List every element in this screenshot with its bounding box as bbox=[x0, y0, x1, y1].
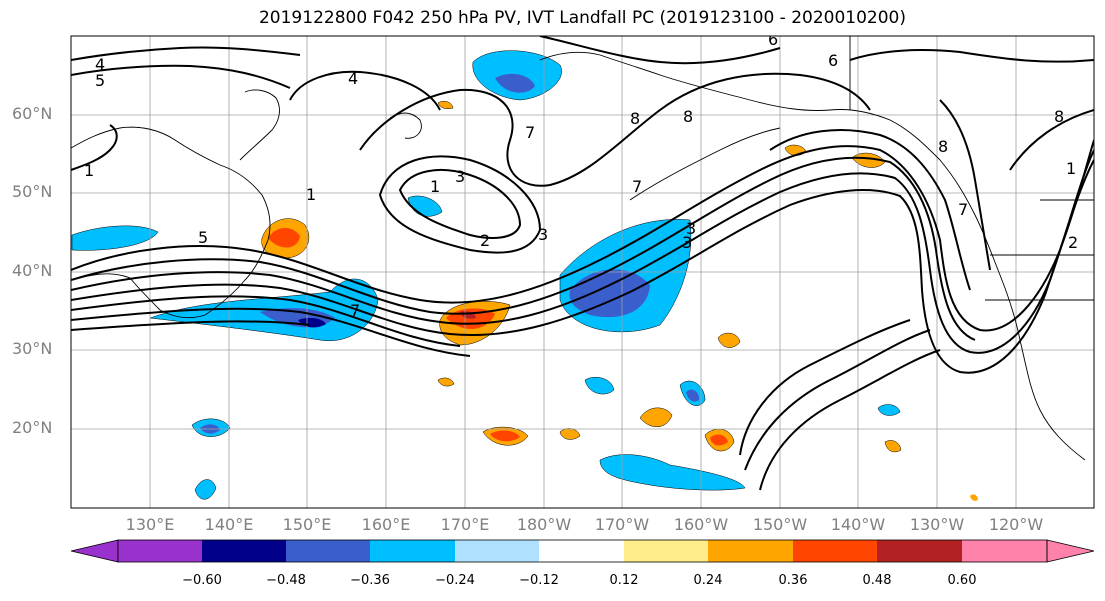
lon-label: 150°W bbox=[752, 515, 808, 534]
lat-label: 60°N bbox=[12, 104, 53, 123]
lat-label: 30°N bbox=[12, 339, 53, 358]
colorbar-tick-label: −0.24 bbox=[435, 573, 475, 588]
contour-label: 6 bbox=[828, 51, 838, 70]
contour-label: 3 bbox=[686, 219, 696, 238]
lon-label: 150°E bbox=[282, 515, 332, 534]
contour-label: 7 bbox=[350, 301, 360, 320]
contour-label: 1 bbox=[1066, 159, 1076, 178]
colorbar-tick-label: 0.36 bbox=[778, 573, 808, 588]
map-frame bbox=[70, 35, 1095, 509]
colorbar-tick-label: 0.12 bbox=[609, 573, 639, 588]
map-title: 2019122800 F042 250 hPa PV, IVT Landfall… bbox=[258, 8, 906, 28]
contour-label: 2 bbox=[480, 231, 490, 250]
lon-label: 170°E bbox=[440, 515, 490, 534]
lon-label: 130°W bbox=[909, 515, 965, 534]
colorbar-tick-label: −0.60 bbox=[182, 573, 222, 588]
contour-label: 3 bbox=[538, 225, 548, 244]
contour-label: 1 bbox=[430, 177, 440, 196]
pv-contours bbox=[71, 36, 1094, 491]
lat-label: 40°N bbox=[12, 261, 53, 280]
contour-label: 5 bbox=[95, 71, 105, 90]
lon-label: 160°W bbox=[673, 515, 729, 534]
colorbar-tick-label: −0.36 bbox=[350, 573, 390, 588]
contour-label: 7 bbox=[525, 123, 535, 142]
lon-label: 170°W bbox=[594, 515, 650, 534]
contour-label: 2 bbox=[1068, 233, 1078, 252]
contour-label: 6 bbox=[768, 30, 778, 49]
contour-label: 1 bbox=[84, 161, 94, 180]
lon-label: 160°E bbox=[361, 515, 411, 534]
lon-label: 180°W bbox=[516, 515, 572, 534]
lon-label: 140°E bbox=[204, 515, 254, 534]
colorbar-tick-label: 0.48 bbox=[862, 573, 892, 588]
contour-label: 8 bbox=[1054, 107, 1064, 126]
contour-label: 4 bbox=[348, 69, 358, 88]
colorbar-tick-label: −0.48 bbox=[266, 573, 306, 588]
lat-label: 20°N bbox=[12, 418, 53, 437]
colorbar-tick-label: −0.12 bbox=[519, 573, 559, 588]
contour-label: 4 bbox=[95, 55, 105, 74]
lat-label: 50°N bbox=[12, 182, 53, 201]
contour-label: 3 bbox=[682, 233, 692, 252]
contour-label: 8 bbox=[683, 107, 693, 126]
contour-label: 3 bbox=[455, 167, 465, 186]
colorbar bbox=[70, 539, 1095, 563]
contour-label: 8 bbox=[630, 109, 640, 128]
contour-label: 8 bbox=[938, 137, 948, 156]
lon-label: 120°W bbox=[988, 515, 1044, 534]
contour-label: 1 bbox=[306, 185, 316, 204]
colorbar-tick-label: 0.24 bbox=[693, 573, 723, 588]
lon-label: 130°E bbox=[125, 515, 175, 534]
contour-label: 7 bbox=[632, 177, 642, 196]
contour-label: 7 bbox=[958, 200, 968, 219]
lon-label: 140°W bbox=[830, 515, 886, 534]
contour-label: 5 bbox=[198, 228, 208, 247]
colorbar-tick-label: 0.60 bbox=[947, 573, 977, 588]
contour-labels: 4 5 4 5 3 1 2 3 7 8 6 8 6 7 1 3 2 8 8 1 … bbox=[84, 30, 1078, 320]
